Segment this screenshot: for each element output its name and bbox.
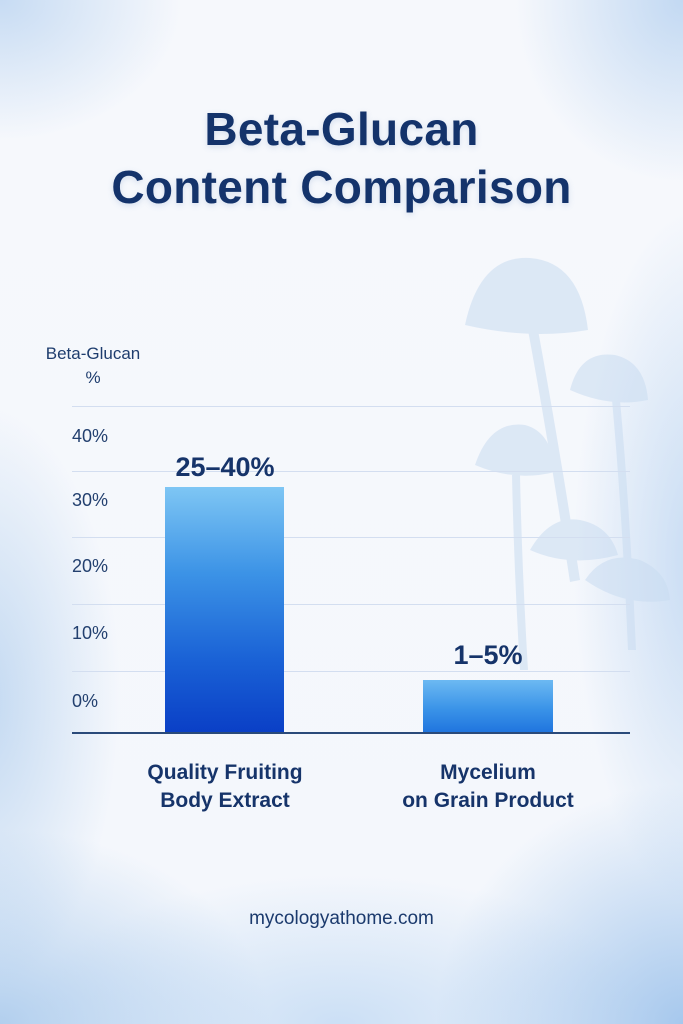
gridline: [72, 671, 630, 672]
bar-mycelium-on-grain: [423, 680, 553, 733]
category-label-fruiting-body: Quality Fruiting Body Extract: [100, 759, 350, 815]
category-line-2: Body Extract: [160, 789, 290, 812]
gridline: [72, 471, 630, 472]
bar-value-label: 25–40%: [175, 452, 275, 482]
y-tick-20: 20%: [72, 556, 109, 576]
bar-fruiting-body-extract: [165, 487, 284, 733]
y-tick-10: 10%: [72, 623, 109, 643]
gridline: [72, 406, 630, 407]
category-line-1: Mycelium: [440, 761, 536, 784]
website-footer: mycologyathome.com: [249, 908, 434, 929]
y-tick-0: 0%: [72, 691, 99, 711]
title-line-2: Content Comparison: [111, 161, 572, 213]
y-tick-40: 40%: [72, 426, 109, 446]
category-line-1: Quality Fruiting: [147, 761, 303, 784]
title-line-1: Beta-Glucan: [204, 103, 479, 155]
chart-title: Beta-Glucan Content Comparison: [0, 100, 683, 216]
bar-value-label: 1–5%: [453, 640, 523, 670]
y-tick-30: 30%: [72, 490, 109, 510]
category-line-2: on Grain Product: [402, 789, 574, 812]
gridline: [72, 537, 630, 538]
mushroom-silhouettes-icon: [465, 257, 670, 670]
category-label-mycelium: Mycelium on Grain Product: [360, 759, 616, 815]
x-axis-baseline: [72, 732, 630, 734]
y-axis-label: Beta-Glucan %: [30, 342, 156, 390]
gridline: [72, 604, 630, 605]
y-axis-label-line-2: %: [85, 368, 101, 387]
y-axis-label-line-1: Beta-Glucan: [45, 344, 141, 363]
